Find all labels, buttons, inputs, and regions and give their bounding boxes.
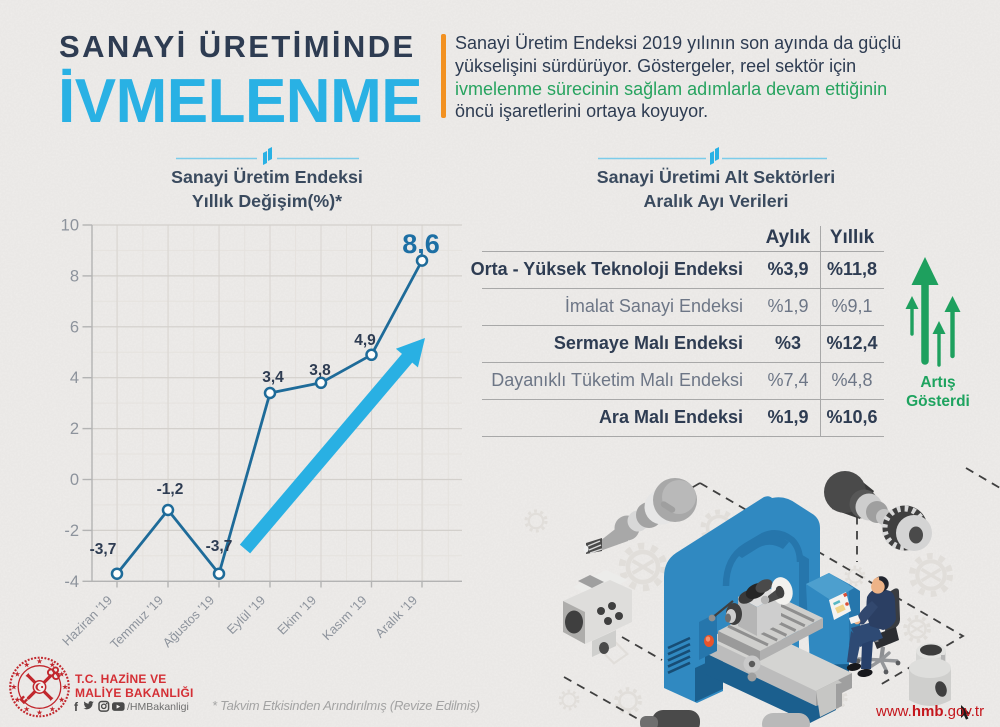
svg-text:8,6: 8,6 xyxy=(402,229,440,259)
svg-text:10: 10 xyxy=(61,217,79,235)
svg-text:4: 4 xyxy=(70,369,79,387)
svg-text:-2: -2 xyxy=(64,522,79,540)
svg-text:0: 0 xyxy=(70,471,79,489)
svg-text:-3,7: -3,7 xyxy=(90,541,117,558)
svg-text:8: 8 xyxy=(70,267,79,285)
svg-text:3,8: 3,8 xyxy=(309,362,331,379)
svg-text:4,9: 4,9 xyxy=(354,332,376,349)
svg-text:-3,7: -3,7 xyxy=(206,538,233,555)
svg-text:3,4: 3,4 xyxy=(262,369,284,386)
svg-text:6: 6 xyxy=(70,318,79,336)
svg-text:2: 2 xyxy=(70,420,79,438)
svg-text:-4: -4 xyxy=(64,573,79,591)
svg-text:-1,2: -1,2 xyxy=(157,481,184,498)
svg-text:f: f xyxy=(74,700,79,714)
